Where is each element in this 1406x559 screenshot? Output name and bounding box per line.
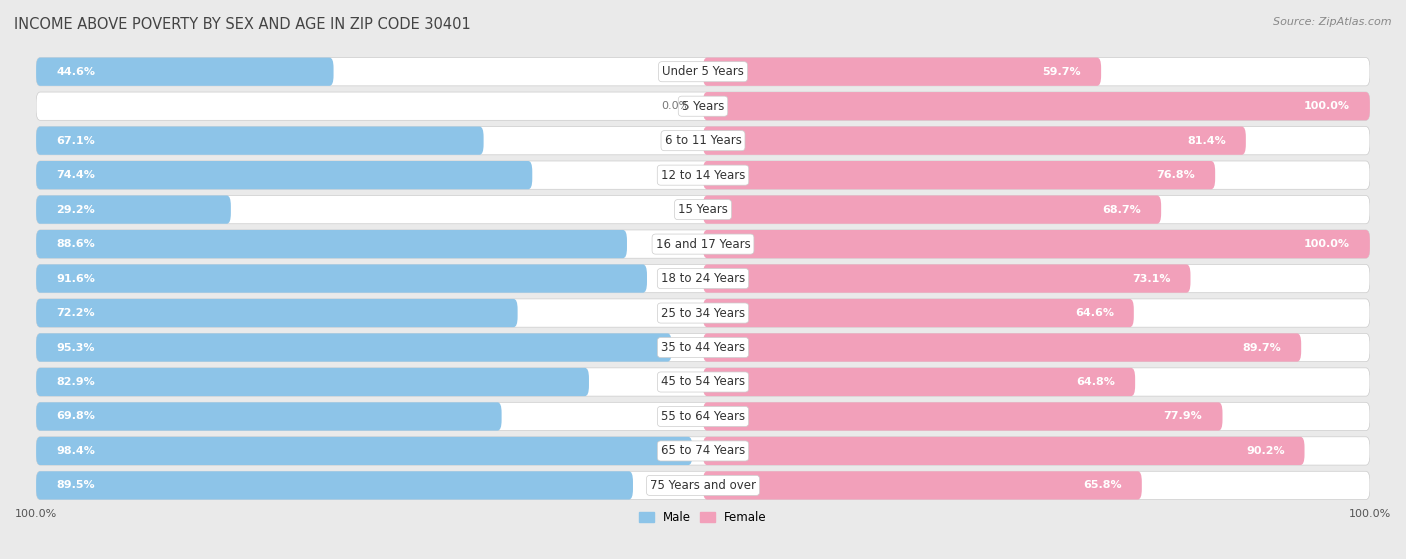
FancyBboxPatch shape (37, 402, 1369, 430)
Text: 82.9%: 82.9% (56, 377, 94, 387)
FancyBboxPatch shape (37, 333, 1369, 362)
FancyBboxPatch shape (703, 471, 1142, 500)
FancyBboxPatch shape (37, 264, 647, 293)
FancyBboxPatch shape (37, 196, 231, 224)
Text: INCOME ABOVE POVERTY BY SEX AND AGE IN ZIP CODE 30401: INCOME ABOVE POVERTY BY SEX AND AGE IN Z… (14, 17, 471, 32)
Text: Source: ZipAtlas.com: Source: ZipAtlas.com (1274, 17, 1392, 27)
FancyBboxPatch shape (703, 299, 1133, 327)
FancyBboxPatch shape (37, 437, 1369, 465)
FancyBboxPatch shape (37, 92, 1369, 120)
Text: 35 to 44 Years: 35 to 44 Years (661, 341, 745, 354)
FancyBboxPatch shape (37, 299, 1369, 327)
FancyBboxPatch shape (703, 92, 1369, 120)
FancyBboxPatch shape (703, 437, 1305, 465)
Text: 12 to 14 Years: 12 to 14 Years (661, 169, 745, 182)
Text: 0.0%: 0.0% (661, 101, 690, 111)
Text: 44.6%: 44.6% (56, 67, 96, 77)
FancyBboxPatch shape (37, 58, 333, 86)
Text: 95.3%: 95.3% (56, 343, 94, 353)
FancyBboxPatch shape (37, 368, 1369, 396)
Text: 6 to 11 Years: 6 to 11 Years (665, 134, 741, 147)
FancyBboxPatch shape (703, 161, 1215, 190)
Text: 29.2%: 29.2% (56, 205, 94, 215)
Legend: Male, Female: Male, Female (634, 506, 772, 528)
Text: 25 to 34 Years: 25 to 34 Years (661, 306, 745, 320)
Text: 81.4%: 81.4% (1187, 136, 1226, 146)
Text: 69.8%: 69.8% (56, 411, 96, 421)
Text: 73.1%: 73.1% (1132, 273, 1170, 283)
FancyBboxPatch shape (37, 264, 1369, 293)
Text: 59.7%: 59.7% (1042, 67, 1081, 77)
FancyBboxPatch shape (37, 126, 484, 155)
Text: 64.6%: 64.6% (1074, 308, 1114, 318)
Text: 77.9%: 77.9% (1164, 411, 1202, 421)
FancyBboxPatch shape (37, 196, 1369, 224)
FancyBboxPatch shape (703, 126, 1246, 155)
Text: 55 to 64 Years: 55 to 64 Years (661, 410, 745, 423)
FancyBboxPatch shape (37, 161, 1369, 190)
Text: Under 5 Years: Under 5 Years (662, 65, 744, 78)
Text: 88.6%: 88.6% (56, 239, 94, 249)
Text: 68.7%: 68.7% (1102, 205, 1142, 215)
FancyBboxPatch shape (703, 333, 1301, 362)
FancyBboxPatch shape (37, 471, 1369, 500)
Text: 100.0%: 100.0% (1303, 101, 1350, 111)
FancyBboxPatch shape (37, 333, 672, 362)
FancyBboxPatch shape (37, 471, 633, 500)
Text: 89.7%: 89.7% (1243, 343, 1281, 353)
FancyBboxPatch shape (37, 126, 1369, 155)
Text: 76.8%: 76.8% (1156, 170, 1195, 180)
Text: 72.2%: 72.2% (56, 308, 94, 318)
Text: 45 to 54 Years: 45 to 54 Years (661, 376, 745, 389)
FancyBboxPatch shape (703, 264, 1191, 293)
FancyBboxPatch shape (37, 402, 502, 430)
FancyBboxPatch shape (703, 58, 1101, 86)
FancyBboxPatch shape (37, 437, 692, 465)
Text: 89.5%: 89.5% (56, 480, 94, 490)
FancyBboxPatch shape (37, 230, 627, 258)
Text: 65.8%: 65.8% (1083, 480, 1122, 490)
Text: 5 Years: 5 Years (682, 100, 724, 113)
FancyBboxPatch shape (37, 230, 1369, 258)
Text: 74.4%: 74.4% (56, 170, 96, 180)
Text: 64.8%: 64.8% (1076, 377, 1115, 387)
FancyBboxPatch shape (703, 402, 1222, 430)
Text: 67.1%: 67.1% (56, 136, 94, 146)
Text: 15 Years: 15 Years (678, 203, 728, 216)
Text: 18 to 24 Years: 18 to 24 Years (661, 272, 745, 285)
FancyBboxPatch shape (703, 230, 1369, 258)
Text: 75 Years and over: 75 Years and over (650, 479, 756, 492)
Text: 90.2%: 90.2% (1246, 446, 1285, 456)
Text: 65 to 74 Years: 65 to 74 Years (661, 444, 745, 457)
FancyBboxPatch shape (37, 299, 517, 327)
FancyBboxPatch shape (37, 161, 533, 190)
Text: 91.6%: 91.6% (56, 273, 96, 283)
FancyBboxPatch shape (703, 368, 1135, 396)
Text: 100.0%: 100.0% (1303, 239, 1350, 249)
Text: 16 and 17 Years: 16 and 17 Years (655, 238, 751, 250)
Text: 98.4%: 98.4% (56, 446, 96, 456)
FancyBboxPatch shape (37, 58, 1369, 86)
FancyBboxPatch shape (37, 368, 589, 396)
FancyBboxPatch shape (703, 196, 1161, 224)
